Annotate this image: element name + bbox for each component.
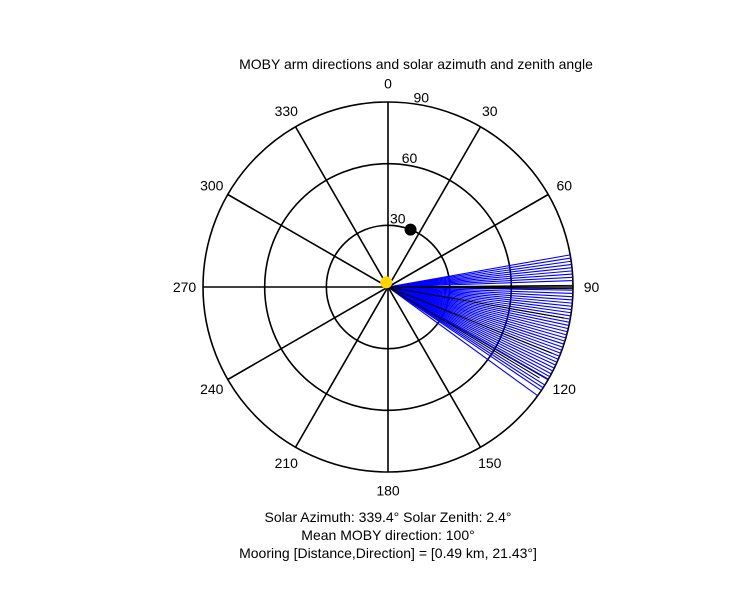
radius-tick-label-90: 90 <box>414 89 430 105</box>
angle-tick-label-150: 150 <box>478 455 502 471</box>
angle-tick-label-270: 270 <box>173 279 197 295</box>
angle-gridline-240 <box>227 286 389 381</box>
series-0-line-8 <box>387 279 573 288</box>
angle-gridline-150 <box>387 286 482 448</box>
tick-labels: 0 30 60 90 120 150 180 210 240 270 300 330 30 60 90 <box>173 76 600 499</box>
angle-gridline-300 <box>227 193 389 288</box>
angle-gridline-60 <box>387 193 549 288</box>
series-1-line-4 <box>387 286 553 354</box>
radius-tick-label-30: 30 <box>390 210 406 226</box>
series-0-line-43 <box>387 286 538 397</box>
angle-tick-label-330: 330 <box>275 103 299 119</box>
chart-title: MOBY arm directions and solar azimuth an… <box>239 56 593 72</box>
series-2-point <box>404 223 417 236</box>
angle-tick-label-120: 120 <box>553 381 577 397</box>
angle-tick-label-210: 210 <box>275 455 299 471</box>
moby-direction-caption: Mean MOBY direction: 100° <box>301 527 475 543</box>
mooring-caption: Mooring [Distance,Direction] = [0.49 km,… <box>239 545 537 561</box>
angle-tick-label-90: 90 <box>584 279 600 295</box>
series-3-point <box>380 276 393 289</box>
radius-tick-label-60: 60 <box>402 150 418 166</box>
solar-caption: Solar Azimuth: 339.4° Solar Zenith: 2.4° <box>264 509 512 525</box>
angle-gridline-210 <box>294 286 389 448</box>
series-1-line-3 <box>387 286 565 319</box>
series-1-line-5 <box>387 286 540 379</box>
angle-tick-label-180: 180 <box>376 483 400 499</box>
angle-tick-label-240: 240 <box>200 381 224 397</box>
angle-tick-label-300: 300 <box>200 177 224 193</box>
angle-tick-label-30: 30 <box>482 103 498 119</box>
series-1-line-2 <box>387 286 573 290</box>
angle-gridline-30 <box>387 126 482 288</box>
series-0-line-42 <box>387 286 542 391</box>
angle-tick-label-0: 0 <box>384 76 392 92</box>
series-layer <box>380 223 573 397</box>
angle-gridline-330 <box>294 126 389 288</box>
angle-tick-label-60: 60 <box>556 177 572 193</box>
